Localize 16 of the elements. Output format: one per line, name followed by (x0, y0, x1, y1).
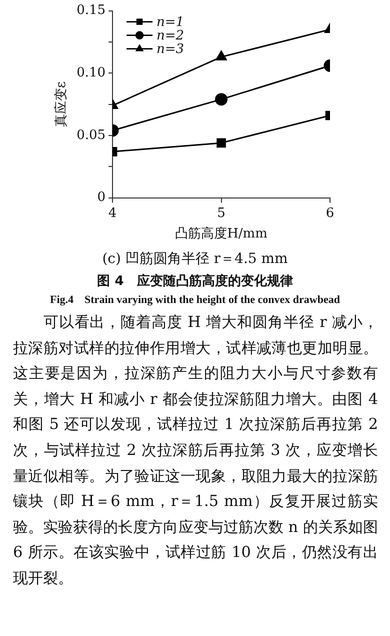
caption: 图 4 应变随凸筋高度的变化规律 (96, 272, 294, 291)
legend-label: n=2 (156, 28, 184, 44)
x-tick-label: 4 (108, 206, 117, 221)
legend-label: n=3 (156, 42, 184, 58)
y-axis-title: 真应变ε (53, 81, 70, 128)
text: (c) 凹筋圆角半径 r＝4.5 mm (101, 250, 289, 269)
x-axis-title: 凸筋高度H/mm (175, 226, 268, 242)
y-tick-label: 0.15 (76, 3, 106, 18)
caption: Fig.4 Strain varying with the height of the convex drawbead (49, 293, 341, 308)
legend-label: n=1 (156, 15, 184, 30)
y-tick-label: 0.10 (76, 66, 106, 81)
x-tick-label: 6 (326, 206, 334, 221)
x-tick-label: 5 (217, 206, 226, 221)
text: 可以看出，随着高度 H 增大和圆角半径 r 减小，拉深筋对试样的拉伸作用增大，试样减薄也更加明显。这主要是因为，拉深筋产生的阻力大小与尺寸参数有关，增大 H 和减小 r 都会使拉深筋阻力增大。由图 4 和图 5 还可以发现，试样拉过 1 次拉深筋后再拉第 2 次，与试样拉过 2 次拉深筋后再拉第 3 次，应变增长量近似相等。为了验证这一现象，取阻力最大的拉深筋镶块（即 H＝6 mm，r＝1.5 mm）反复开展过筋实验。实验获得的长度方向应变与过筋次数 n 的关系如图 6 所示。在该实验中，试样过筋 10 次后，仍然没有出现开裂。 (13, 313, 378, 587)
text: 0 (97, 190, 106, 206)
y-tick-label: 0.05 (76, 128, 106, 143)
